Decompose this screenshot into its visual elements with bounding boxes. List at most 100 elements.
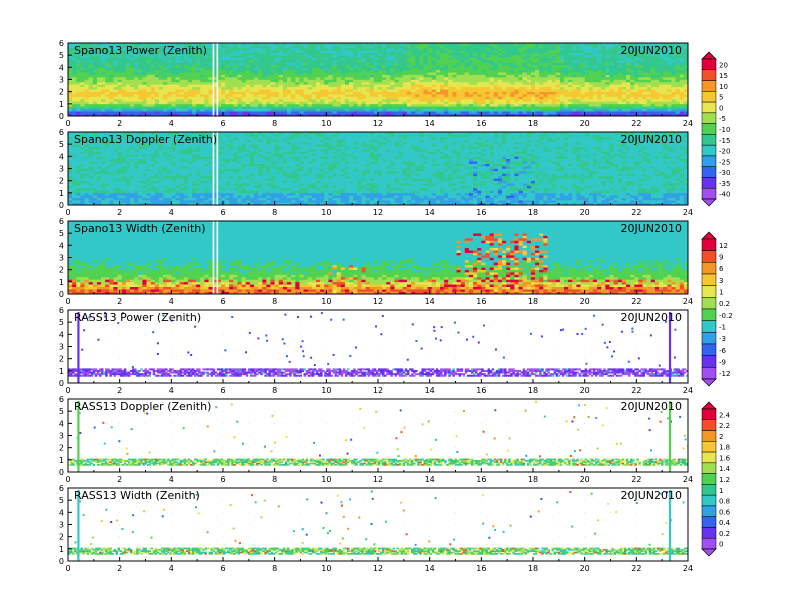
heatmap-cell [560,92,564,95]
heatmap-cell [200,65,204,68]
heatmap-cell [320,104,324,107]
heatmap-cell [105,188,109,191]
heatmap-cell [105,65,109,68]
heatmap-cell [407,70,411,73]
heatmap-cell [510,62,514,65]
heatmap-cell [415,104,419,107]
heatmap-cell [676,104,680,107]
heatmap-cell [510,101,514,104]
heatmap-cell [105,200,109,203]
heatmap-cell [192,94,196,97]
heatmap-cell [667,60,671,63]
heatmap-cell [390,80,394,83]
heatmap-cell [386,58,390,61]
heatmap-cell [457,80,461,83]
heatmap-cell [72,186,76,189]
heatmap-cell [167,87,171,90]
heatmap-cell [188,109,192,112]
heatmap-cell [630,67,634,70]
heatmap-cell [390,60,394,63]
heatmap-cell [539,82,543,85]
heatmap-cell [295,94,299,97]
heatmap-cell [543,109,547,112]
heatmap-cell [432,106,436,109]
heatmap-cell [671,80,675,83]
heatmap-cell [469,97,473,100]
heatmap-cell [134,60,138,63]
heatmap-cell [659,101,663,104]
heatmap-cell [122,89,126,92]
heatmap-cell [494,45,498,48]
heatmap-cell [415,80,419,83]
heatmap-cell [258,48,262,51]
heatmap-cell [85,58,89,61]
heatmap-cell [618,101,622,104]
heatmap-cell [85,101,89,104]
heatmap-cell [448,55,452,58]
heatmap-cell [68,58,72,61]
heatmap-cell [519,109,523,112]
heatmap-cell [440,77,444,80]
heatmap-cell [477,82,481,85]
heatmap-cell [76,99,80,102]
heatmap-cell [76,171,80,174]
heatmap-cell [498,48,502,51]
heatmap-cell [316,48,320,51]
heatmap-cell [556,92,560,95]
heatmap-cell [324,94,328,97]
heatmap-cell [328,94,332,97]
heatmap-cell [547,109,551,112]
heatmap-cell [353,67,357,70]
heatmap-cell [283,97,287,100]
heatmap-cell [539,94,543,97]
heatmap-cell [324,75,328,78]
heatmap-cell [473,75,477,78]
heatmap-cell [581,65,585,68]
heatmap-cell [126,173,130,176]
heatmap-cell [254,53,258,56]
heatmap-cell [552,99,556,102]
heatmap-cell [647,94,651,97]
heatmap-cell [151,60,155,63]
heatmap-cell [469,94,473,97]
heatmap-cell [490,70,494,73]
heatmap-cell [109,87,113,90]
heatmap-cell [188,58,192,61]
heatmap-cell [634,58,638,61]
heatmap-cell [101,60,105,63]
heatmap-cell [68,111,72,114]
heatmap-cell [163,82,167,85]
heatmap-cell [118,109,122,112]
heatmap-cell [200,80,204,83]
heatmap-cell [101,80,105,83]
heatmap-cell [457,92,461,95]
heatmap-cell [328,70,332,73]
heatmap-cell [370,60,374,63]
heatmap-cell [105,169,109,172]
heatmap-cell [105,166,109,169]
heatmap-cell [477,72,481,75]
heatmap-cell [134,62,138,65]
heatmap-cell [113,195,117,198]
heatmap-cell [357,55,361,58]
heatmap-cell [395,106,399,109]
heatmap-cell [585,65,589,68]
heatmap-cell [514,67,518,70]
heatmap-cell [122,200,126,203]
heatmap-cell [312,65,316,68]
heatmap-cell [523,77,527,80]
heatmap-cell [659,72,663,75]
heatmap-cell [147,80,151,83]
heatmap-cell [229,94,233,97]
heatmap-cell [585,82,589,85]
heatmap-cell [254,55,258,58]
heatmap-cell [184,89,188,92]
heatmap-cell [138,104,142,107]
heatmap-cell [399,72,403,75]
heatmap-cell [361,82,365,85]
heatmap-cell [254,99,258,102]
heatmap-cell [440,53,444,56]
heatmap-cell [626,82,630,85]
heatmap-cell [452,99,456,102]
heatmap-cell [519,99,523,102]
